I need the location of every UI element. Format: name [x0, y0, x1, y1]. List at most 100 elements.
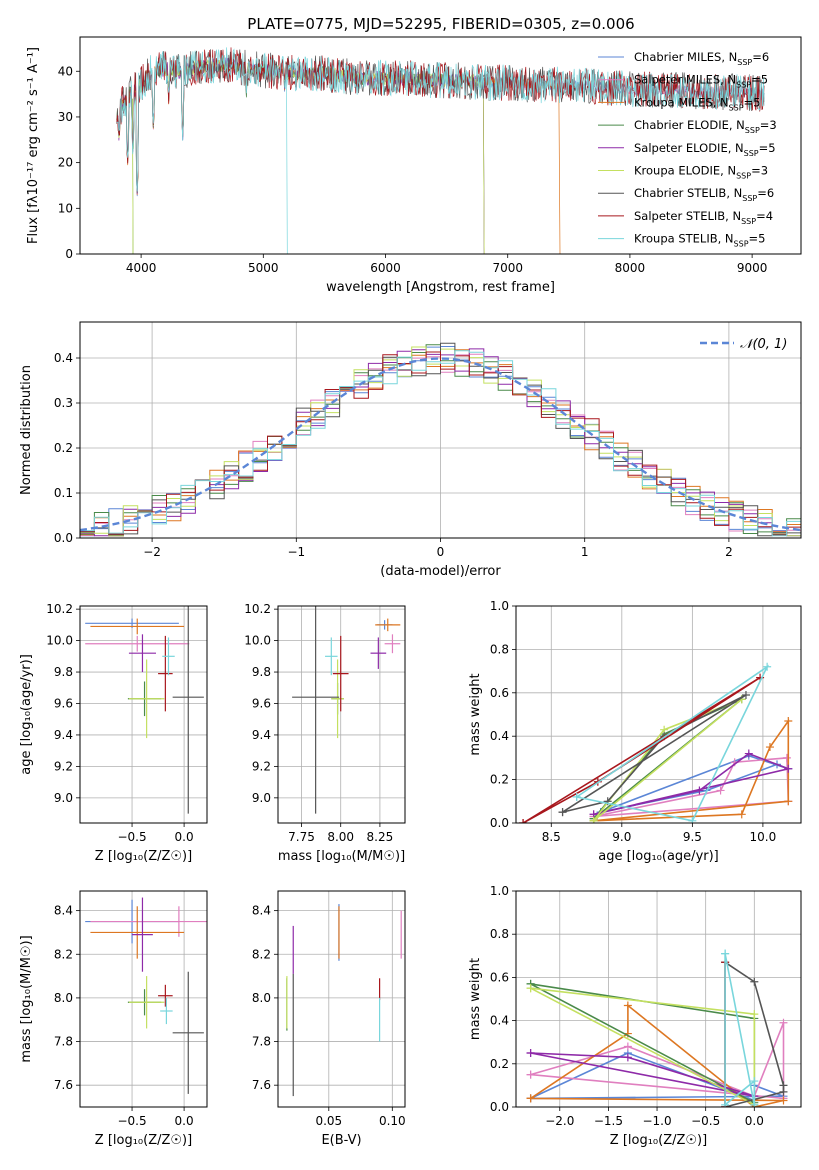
- y-tick-label: 0.0: [54, 531, 73, 545]
- legend-nssp-value: =3: [751, 164, 768, 178]
- y-tick-label: 8.2: [252, 947, 271, 961]
- y-axis-label: mass weight: [468, 673, 483, 755]
- x-tick-label: 9000: [737, 261, 768, 275]
- y-tick-label: 1.0: [490, 884, 509, 898]
- legend-label-salpeter-stelib: Salpeter STELIB, N: [634, 209, 741, 223]
- mass_vs_ebv-plot-area: [286, 904, 402, 1097]
- y-tick-label: 9.8: [252, 665, 271, 679]
- x-tick-label: −0.5: [117, 1114, 146, 1128]
- weight-marker: [716, 786, 725, 795]
- weight-series-kroupa-elodie: [526, 984, 759, 1107]
- legend-label-kroupa-elodie: Kroupa ELODIE, N: [634, 164, 736, 178]
- x-axis-label: wavelength [Angstrom, rest frame]: [326, 280, 555, 295]
- age_vs_mass-frame: [277, 605, 406, 824]
- legend-nssp-value: =3: [760, 118, 777, 132]
- legend-nssp-sub: SSP: [741, 217, 756, 226]
- y-tick-label: 9.4: [54, 728, 73, 742]
- weight-marker: [765, 743, 774, 752]
- legend-nssp-sub: SSP: [742, 194, 757, 203]
- weight-marker: [782, 753, 791, 762]
- legend-nssp-value: =5: [751, 73, 768, 87]
- weight-marker: [779, 1087, 788, 1096]
- panels: 4000 5000 6000 7000 8000 9000010203040Chabrie…: [19, 36, 802, 1148]
- y-tick-label: 0.2: [490, 773, 509, 787]
- y-tick-label: 9.8: [54, 665, 73, 679]
- y-tick-label: 9.0: [252, 791, 271, 805]
- y-tick-label: 30: [58, 110, 73, 124]
- x-tick-label: −1: [287, 545, 305, 559]
- spectrum-frame: [79, 36, 802, 255]
- y-tick-label: 8.4: [54, 904, 73, 918]
- x-axis-label: mass [log₁₀(M/M☉)]: [278, 849, 405, 864]
- errorbar-kroupa-stelib: [162, 637, 175, 676]
- x-tick-label: 10.0: [750, 830, 777, 844]
- y-tick-label: 10.0: [46, 634, 73, 648]
- x-tick-label: 7.75: [288, 830, 315, 844]
- weight-marker: [623, 1053, 632, 1062]
- y-tick-label: 10.2: [46, 602, 73, 616]
- legend-label-kroupa-stelib: Kroupa STELIB, N: [634, 232, 734, 246]
- weight-marker: [784, 764, 793, 773]
- y-tick-label: 0.8: [490, 927, 509, 941]
- legend-label-salpeter-miles: Salpeter MILES, N: [634, 73, 736, 87]
- y-axis-label: age [log₁₀(age/yr)]: [19, 654, 34, 775]
- y-axis-label: Normed distribution: [19, 365, 34, 495]
- x-tick-label: 8.5: [542, 830, 561, 844]
- mass_vs_ebv-frame: [277, 890, 406, 1108]
- errorbar-kroupa-miles: [90, 618, 185, 635]
- weight-marker: [721, 949, 730, 958]
- x-tick-label: 8000: [615, 261, 646, 275]
- chart-residuals: −2 −1 0 1 2 0.0 0.1 0.2 0.3 0.4 𝒩(0, 1) (data-model…: [19, 321, 802, 579]
- legend-label-chabrier-miles: Chabrier MILES, N: [634, 50, 737, 64]
- y-axis-label: Flux [fλ10⁻¹⁷ erg cm⁻² s⁻¹ A⁻¹]: [26, 47, 41, 244]
- legend-nssp-sub: SSP: [736, 81, 751, 90]
- weight-line: [592, 698, 743, 822]
- chart-age_vs_mass: 7.75 8.00 8.25 9.0 9.2 9.4 9.6 9.8 10.0 10.2 mass …: [244, 602, 406, 864]
- weight_vs_Z-plot-area: [526, 949, 788, 1107]
- y-tick-label: 40: [58, 64, 73, 78]
- legend-nssp-value: =6: [752, 50, 769, 64]
- x-tick-label: 1: [581, 545, 589, 559]
- mass_vs_Z-frame: [79, 890, 208, 1108]
- legend-nssp-value: =6: [757, 186, 774, 200]
- y-tick-label: 8.0: [54, 991, 73, 1005]
- errorbar-salpeter-stelib: [158, 635, 173, 712]
- x-tick-label: −2: [143, 545, 161, 559]
- errorbar-salpeter-stelib: [332, 635, 349, 712]
- x-tick-label: 5000: [248, 261, 279, 275]
- y-tick-label: 10.0: [244, 634, 271, 648]
- weight-marker: [623, 1001, 632, 1010]
- y-axis-label: mass weight: [468, 958, 483, 1040]
- x-tick-label: −2.0: [545, 1114, 574, 1128]
- legend-nssp-value: =5: [744, 95, 761, 109]
- legend-nssp-sub: SSP: [737, 58, 752, 67]
- y-tick-label: 8.0: [252, 991, 271, 1005]
- y-tick-label: 9.6: [252, 696, 271, 710]
- weight-marker: [695, 786, 704, 795]
- errorbar-kroupa-miles: [375, 618, 401, 632]
- y-tick-label: 0.2: [490, 1057, 509, 1071]
- weight-marker: [737, 810, 746, 819]
- x-tick-label: −0.5: [691, 1114, 720, 1128]
- errorbar-salpeter-stelib: [158, 984, 173, 1007]
- y-tick-label: 0.4: [490, 1014, 509, 1028]
- errorbar-kroupa-miles: [90, 906, 185, 959]
- x-tick-label: −0.5: [117, 830, 146, 844]
- weight-series-chabrier-elodie: [526, 979, 759, 1107]
- age_vs_Z-frame: [79, 605, 208, 824]
- weight-marker: [750, 977, 759, 986]
- x-axis-label: Z [log₁₀(Z/Z☉)]: [95, 1133, 192, 1148]
- errorbar-kroupa-elodie: [128, 976, 165, 1029]
- weight-marker: [526, 1049, 535, 1057]
- weight-line: [724, 953, 756, 1107]
- legend-nssp-value: =5: [749, 232, 766, 246]
- x-tick-label: −1.0: [642, 1114, 671, 1128]
- weight-series-salpeter-elodie: [526, 1049, 759, 1101]
- y-tick-label: 0.4: [490, 729, 509, 743]
- legend-nssp-value: =5: [759, 141, 776, 155]
- x-axis-label: age [log₁₀(age/yr)]: [598, 849, 719, 864]
- weight-line: [530, 987, 756, 1107]
- y-tick-label: 8.2: [54, 947, 73, 961]
- errorbar-chabrier-stelib: [172, 606, 204, 814]
- chart-weight_vs_age: 8.5 9.0 9.5 10.0 0.0 0.2 0.4 0.6 0.8 1.0 age [log₁…: [468, 599, 802, 864]
